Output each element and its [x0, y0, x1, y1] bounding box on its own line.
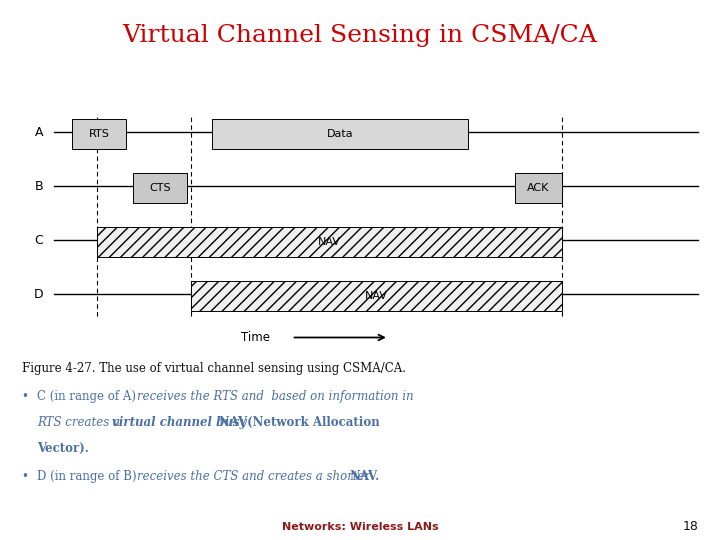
Text: ACK: ACK — [527, 183, 549, 193]
Text: Data: Data — [327, 129, 354, 139]
Text: D (in range of B): D (in range of B) — [37, 470, 141, 483]
Bar — [72, 119, 126, 148]
Bar — [133, 173, 187, 202]
Text: •: • — [22, 470, 29, 483]
Text: 18: 18 — [683, 520, 698, 533]
Bar — [212, 119, 468, 148]
Text: NAV: NAV — [365, 291, 387, 301]
Bar — [191, 281, 562, 310]
Text: B: B — [35, 180, 43, 193]
Text: receives the RTS and  based on information in: receives the RTS and based on informatio… — [137, 390, 413, 403]
Text: Time: Time — [241, 331, 270, 344]
Text: •: • — [22, 390, 29, 403]
Text: RTS: RTS — [89, 129, 109, 139]
Bar — [515, 173, 562, 202]
Text: C: C — [35, 234, 43, 247]
Text: NAV(Network Allocation: NAV(Network Allocation — [219, 416, 379, 429]
Text: receives the CTS and creates a shorter: receives the CTS and creates a shorter — [137, 470, 374, 483]
Text: Vector).: Vector). — [37, 442, 89, 455]
Text: D: D — [34, 288, 43, 301]
Text: virtual channel busy: virtual channel busy — [112, 416, 251, 429]
Text: NAV.: NAV. — [349, 470, 379, 483]
Text: A: A — [35, 126, 43, 139]
Text: Figure 4-27. The use of virtual channel sensing using CSMA/CA.: Figure 4-27. The use of virtual channel … — [22, 362, 405, 375]
Text: RTS creates a: RTS creates a — [37, 416, 124, 429]
Bar — [97, 227, 562, 256]
Text: C (in range of A): C (in range of A) — [37, 390, 140, 403]
Text: CTS: CTS — [149, 183, 171, 193]
Text: Virtual Channel Sensing in CSMA/CA: Virtual Channel Sensing in CSMA/CA — [122, 24, 598, 46]
Text: NAV: NAV — [318, 237, 341, 247]
Text: Networks: Wireless LANs: Networks: Wireless LANs — [282, 522, 438, 531]
